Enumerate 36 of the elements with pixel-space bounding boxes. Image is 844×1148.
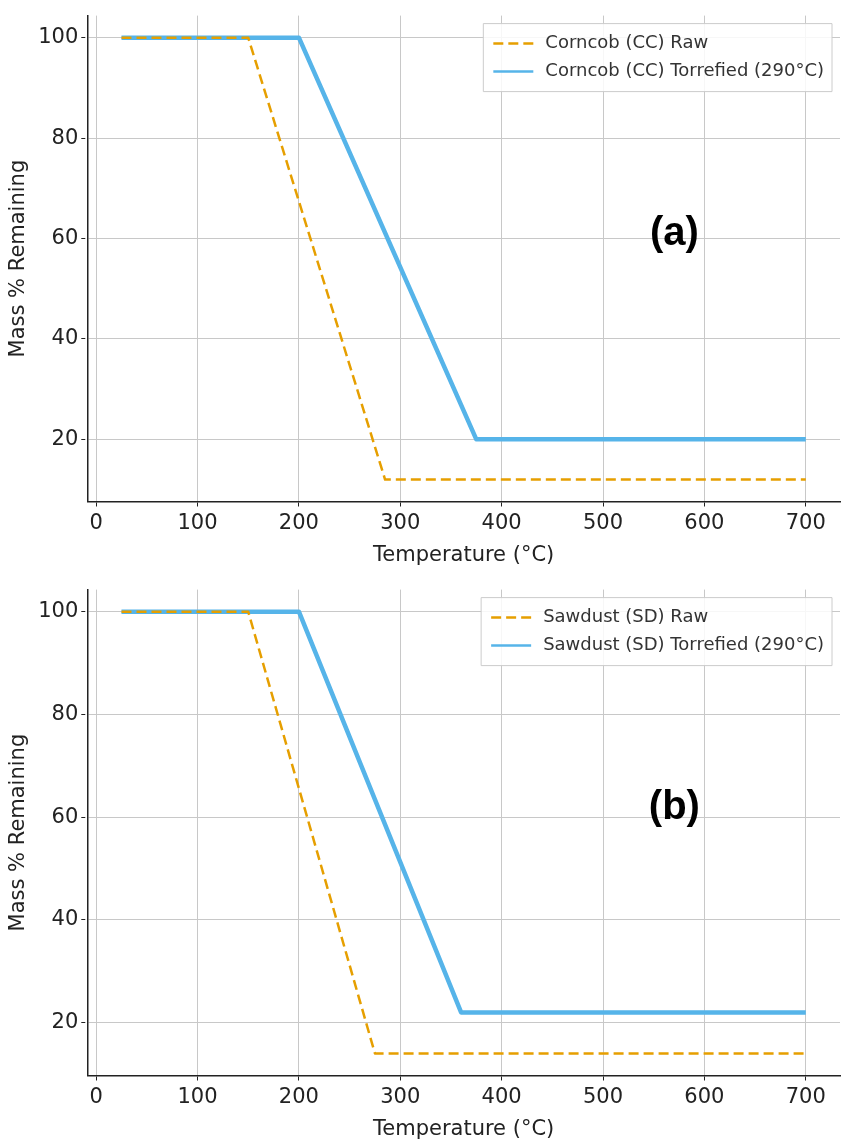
legend-label: Sawdust (SD) Torrefied (290°C) bbox=[543, 633, 825, 655]
x-axis-title: Temperature (°C) bbox=[372, 541, 555, 566]
y-tick-label: 60 bbox=[51, 803, 79, 828]
y-tick-label: 80 bbox=[51, 124, 79, 149]
x-tick-label: 300 bbox=[380, 509, 421, 534]
y-tick-label: 20 bbox=[51, 1009, 79, 1034]
y-axis-title: Mass % Remaining bbox=[5, 733, 30, 932]
y-axis-title: Mass % Remaining bbox=[5, 159, 30, 358]
x-tick-label: 700 bbox=[785, 509, 826, 534]
y-tick-label: 100 bbox=[38, 598, 79, 623]
x-tick-label: 600 bbox=[684, 509, 725, 534]
x-tick-label: 200 bbox=[278, 1083, 319, 1108]
x-tick-label: 500 bbox=[582, 509, 624, 534]
y-tick-label: 40 bbox=[51, 325, 79, 350]
legend-label: Corncob (CC) Torrefied (290°C) bbox=[545, 59, 825, 81]
y-tick-label: 40 bbox=[51, 906, 79, 931]
y-tick-label: 60 bbox=[51, 224, 79, 249]
x-tick-label: 600 bbox=[684, 1083, 725, 1108]
x-tick-label: 0 bbox=[89, 509, 103, 534]
y-tick-label: 20 bbox=[51, 425, 79, 450]
annotation: (b) bbox=[648, 783, 700, 828]
y-tick-label: 100 bbox=[38, 24, 79, 49]
legend-label: Sawdust (SD) Raw bbox=[543, 605, 709, 627]
x-tick-label: 200 bbox=[278, 509, 319, 534]
x-tick-label: 400 bbox=[481, 1083, 522, 1108]
x-tick-label: 400 bbox=[481, 509, 522, 534]
x-tick-label: 700 bbox=[785, 1083, 826, 1108]
y-tick-label: 80 bbox=[51, 700, 79, 725]
x-tick-label: 100 bbox=[177, 1083, 218, 1108]
annotation: (a) bbox=[649, 209, 699, 254]
x-tick-label: 500 bbox=[582, 1083, 624, 1108]
x-tick-label: 300 bbox=[380, 1083, 421, 1108]
x-tick-label: 100 bbox=[177, 509, 218, 534]
x-axis-title: Temperature (°C) bbox=[372, 1115, 555, 1140]
legend-label: Corncob (CC) Raw bbox=[545, 31, 709, 53]
x-tick-label: 0 bbox=[89, 1083, 103, 1108]
